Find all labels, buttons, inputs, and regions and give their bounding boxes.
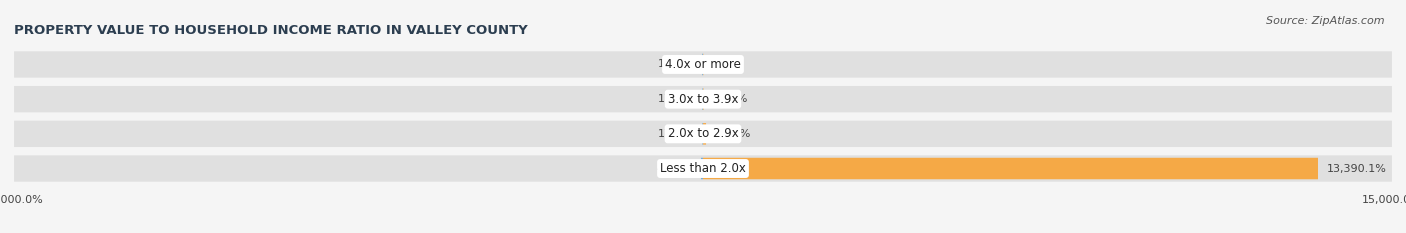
Text: 18.2%: 18.2% xyxy=(658,59,693,69)
FancyBboxPatch shape xyxy=(702,158,703,179)
FancyBboxPatch shape xyxy=(703,123,706,145)
Text: 3.0x to 3.9x: 3.0x to 3.9x xyxy=(668,93,738,106)
Text: PROPERTY VALUE TO HOUSEHOLD INCOME RATIO IN VALLEY COUNTY: PROPERTY VALUE TO HOUSEHOLD INCOME RATIO… xyxy=(14,24,527,37)
Text: 66.4%: 66.4% xyxy=(716,129,751,139)
Text: 44.7%: 44.7% xyxy=(657,164,692,174)
Text: 17.4%: 17.4% xyxy=(658,94,693,104)
Text: Source: ZipAtlas.com: Source: ZipAtlas.com xyxy=(1267,16,1385,26)
Text: 2.0x to 2.9x: 2.0x to 2.9x xyxy=(668,127,738,140)
Text: 17.6%: 17.6% xyxy=(658,129,693,139)
Text: Less than 2.0x: Less than 2.0x xyxy=(659,162,747,175)
FancyBboxPatch shape xyxy=(14,51,1392,78)
Text: 13,390.1%: 13,390.1% xyxy=(1327,164,1388,174)
Text: 8.1%: 8.1% xyxy=(713,59,741,69)
FancyBboxPatch shape xyxy=(14,155,1392,182)
FancyBboxPatch shape xyxy=(703,158,1317,179)
Text: 4.0x or more: 4.0x or more xyxy=(665,58,741,71)
FancyBboxPatch shape xyxy=(14,86,1392,112)
Text: 14.1%: 14.1% xyxy=(713,94,748,104)
FancyBboxPatch shape xyxy=(14,121,1392,147)
